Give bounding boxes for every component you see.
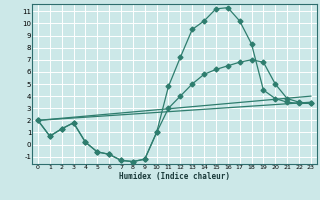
X-axis label: Humidex (Indice chaleur): Humidex (Indice chaleur)	[119, 172, 230, 181]
